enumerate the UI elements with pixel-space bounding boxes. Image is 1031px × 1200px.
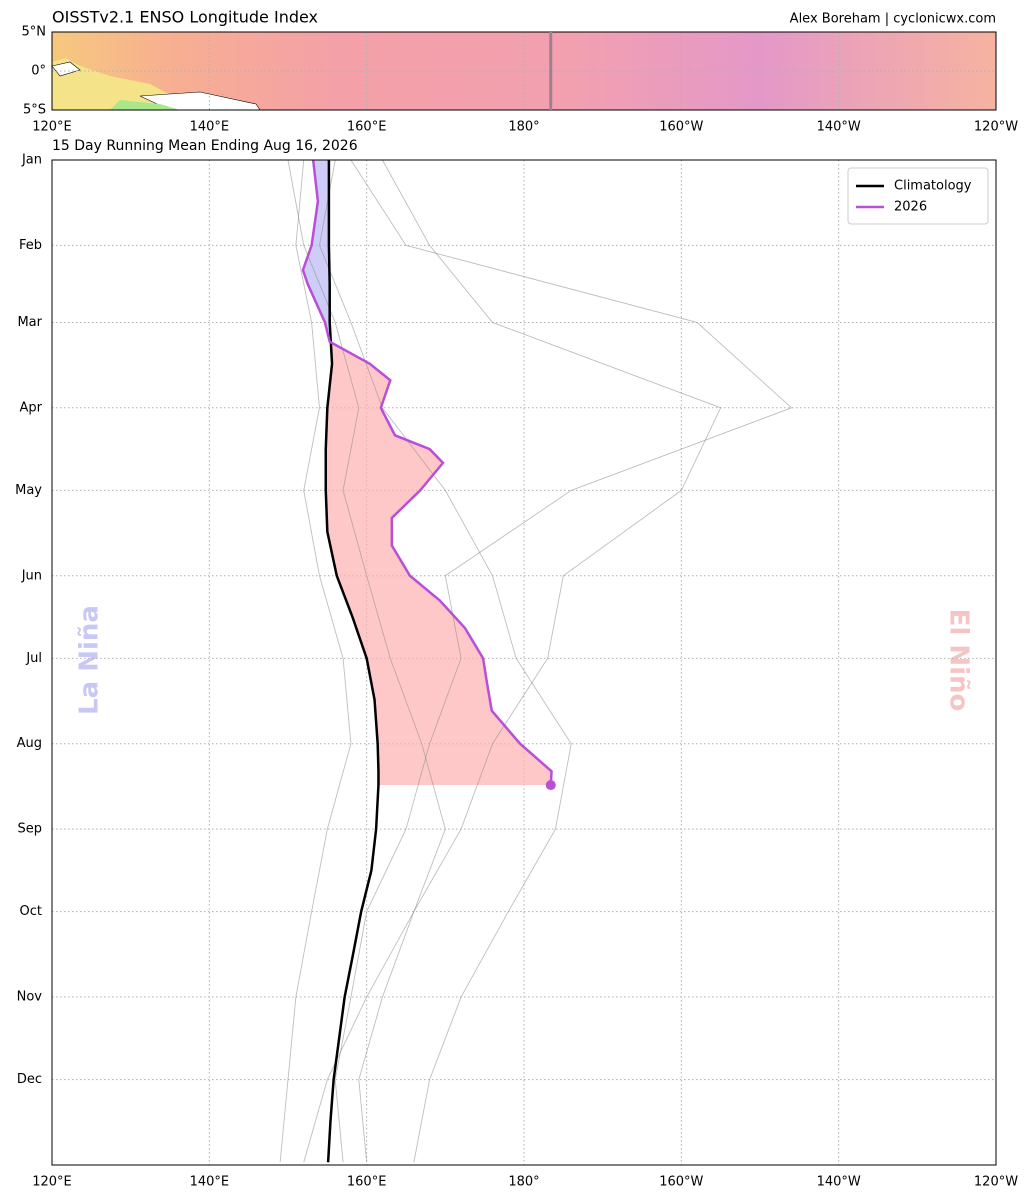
map-frame — [51, 31, 997, 111]
map-x-tick-label: 120°W — [974, 120, 1018, 135]
legend-box — [847, 167, 989, 225]
chart-title: OISSTv2.1 ENSO Longitude Index — [52, 8, 318, 27]
credit: Alex Boreham | cyclonicwx.com — [790, 12, 996, 27]
map-x-tick-label: 140°E — [190, 120, 230, 135]
plot-frame — [51, 159, 997, 1166]
legend-label: Climatology — [894, 179, 972, 194]
history-line — [334, 159, 793, 1163]
map-x-tick-label: 120°E — [32, 120, 72, 135]
y-tick-label: Mar — [17, 315, 42, 330]
series-line — [301, 159, 553, 786]
el-nino-label: El Niño — [944, 609, 974, 712]
x-tick-label: 140°W — [817, 1175, 861, 1190]
x-tick-label: 120°E — [32, 1175, 72, 1190]
y-tick-label: Aug — [17, 736, 42, 751]
x-tick-label: 140°E — [190, 1175, 230, 1190]
x-tick-label: 160°E — [347, 1175, 387, 1190]
warm-anomaly — [325, 160, 552, 786]
legend-label: 2026 — [894, 200, 927, 215]
map-x-tick-label: 160°W — [659, 120, 703, 135]
y-tick-label: Jan — [21, 153, 42, 168]
history-line — [358, 159, 722, 1163]
y-tick-label: Dec — [17, 1072, 42, 1087]
history-line — [319, 159, 572, 1163]
subtitle: 15 Day Running Mean Ending Aug 16, 2026 — [52, 138, 358, 154]
map-x-tick-label: 180° — [508, 120, 539, 135]
x-tick-label: 160°W — [659, 1175, 703, 1190]
x-tick-label: 180° — [508, 1175, 539, 1190]
map-x-tick-label: 140°W — [817, 120, 861, 135]
map-x-tick-label: 160°E — [347, 120, 387, 135]
current-dot — [545, 780, 556, 791]
map-y-tick-label: 5°S — [23, 103, 46, 118]
history-line — [279, 159, 352, 1163]
land — [51, 61, 81, 77]
y-tick-label: Oct — [20, 904, 42, 919]
map-y-tick-label: 5°N — [22, 25, 47, 40]
map-y-tick-label: 0° — [31, 64, 46, 79]
land-green — [110, 100, 180, 110]
series-line — [324, 160, 380, 1163]
history-line — [287, 159, 446, 1163]
y-tick-label: Nov — [17, 990, 43, 1005]
y-tick-label: Sep — [17, 822, 42, 837]
x-tick-label: 120°W — [974, 1175, 1018, 1190]
y-tick-label: Apr — [20, 400, 43, 415]
la-nina-label: La Niña — [75, 605, 105, 715]
y-tick-label: Feb — [19, 238, 42, 253]
y-tick-label: May — [15, 483, 42, 498]
y-tick-label: Jun — [21, 568, 42, 583]
y-tick-label: Jul — [25, 651, 42, 666]
